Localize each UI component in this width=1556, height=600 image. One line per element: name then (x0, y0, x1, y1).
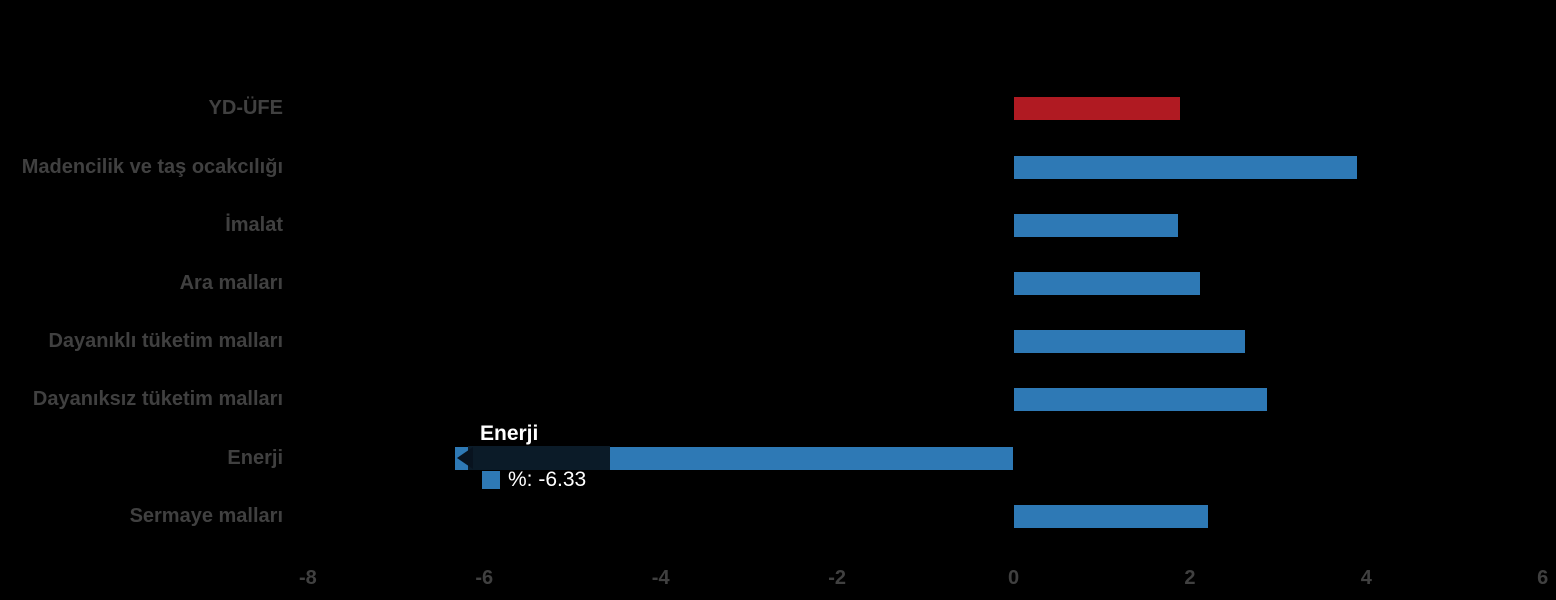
category-label-sermaye-malları: Sermaye malları (129, 504, 283, 527)
bar-i-malat[interactable] (1013, 213, 1178, 237)
x-tick-label--4: -4 (651, 567, 670, 589)
category-label-i-malat: İmalat (225, 213, 283, 236)
tooltip-legend-row: %: -6.33 (482, 468, 586, 492)
bar-dayanıksız-tüketim-malları[interactable] (1013, 388, 1267, 412)
bar-madencilik-ve-taş-ocakcılığı[interactable] (1013, 155, 1357, 179)
category-label-dayanıksız-tüketim-malları: Dayanıksız tüketim malları (32, 388, 283, 411)
tooltip-series-swatch-icon (482, 471, 500, 489)
category-label-yd-üfe: YD-ÜFE (208, 97, 283, 120)
x-tick-label-4: 4 (1360, 567, 1372, 589)
x-tick-label-6: 6 (1537, 567, 1549, 589)
category-label-enerji: Enerji (227, 446, 283, 469)
x-tick-label-2: 2 (1184, 567, 1196, 589)
category-label-madencilik-ve-taş-ocakcılığı: Madencilik ve taş ocakcılığı (21, 155, 283, 178)
tooltip-bar-overlay (468, 446, 610, 470)
tooltip-value: %: -6.33 (508, 468, 587, 491)
bar-dayanıklı-tüketim-malları[interactable] (1013, 330, 1246, 354)
bar-yd-üfe[interactable] (1013, 97, 1181, 121)
x-tick-label-0: 0 (1007, 567, 1020, 589)
bar-sermaye-malları[interactable] (1013, 504, 1208, 528)
tooltip-arrow-icon (457, 447, 473, 469)
x-tick-label--8: -8 (298, 567, 317, 589)
tooltip-title: Enerji (480, 422, 539, 445)
category-label-dayanıklı-tüketim-malları: Dayanıklı tüketim malları (48, 330, 283, 353)
bar-ara-malları[interactable] (1013, 271, 1200, 295)
category-label-ara-malları: Ara malları (179, 271, 283, 294)
x-tick-label--2: -2 (828, 567, 846, 589)
x-tick-label--6: -6 (475, 567, 494, 589)
